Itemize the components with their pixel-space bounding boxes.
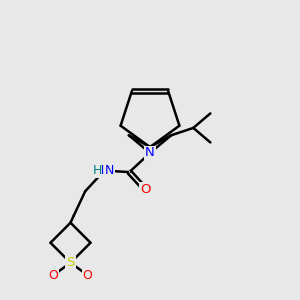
Text: N: N	[145, 146, 155, 159]
Text: O: O	[140, 183, 151, 196]
Text: N: N	[145, 146, 155, 159]
Text: H: H	[92, 164, 102, 177]
Text: NH: NH	[95, 164, 114, 177]
Text: O: O	[49, 268, 58, 282]
Text: O: O	[82, 268, 92, 282]
Text: S: S	[66, 256, 75, 269]
Text: N: N	[105, 164, 114, 177]
